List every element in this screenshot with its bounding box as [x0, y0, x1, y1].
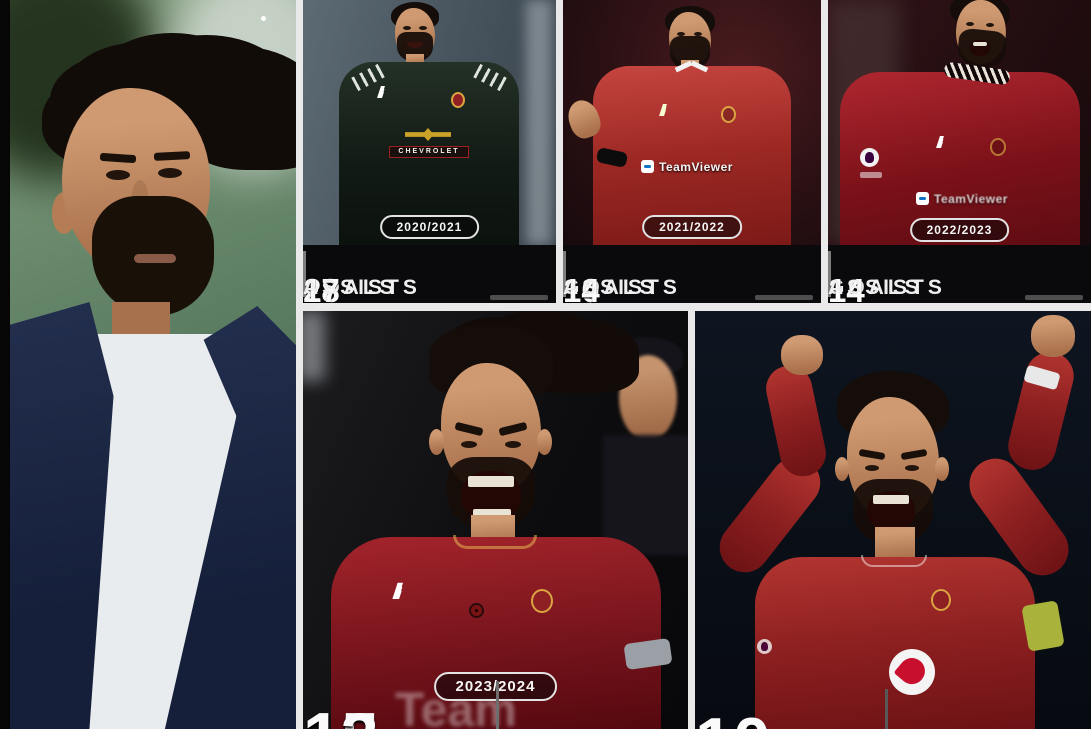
left-fist	[781, 335, 823, 375]
player-right-eye	[694, 32, 702, 36]
player-smile	[407, 42, 423, 48]
season-badge: 2020/2021	[379, 215, 480, 239]
sponsor-logo-icon	[641, 160, 654, 173]
player-lower-teeth	[473, 509, 511, 517]
divider-left	[296, 0, 303, 729]
player-left-ear	[429, 429, 444, 455]
player-photo-2022-2023: TeamViewer 2022/2023	[828, 0, 1091, 245]
player-right-ear	[935, 457, 949, 481]
player-right-eye	[419, 26, 427, 30]
goals-value: 28	[303, 272, 340, 303]
season-panel-2022-2023: TeamViewer 2022/2023 14 GOALS 14 ASSISTS	[828, 0, 1091, 303]
season-panel-latest: 10	[695, 311, 1091, 729]
light-speck	[261, 16, 266, 21]
sponsor-wordmark: CHEVROLET	[389, 146, 469, 158]
club-crest-icon	[531, 589, 553, 613]
goals-value: 14	[828, 272, 865, 303]
right-fist	[1031, 315, 1075, 357]
player-right-ear	[537, 429, 552, 455]
divider-bottom	[688, 311, 695, 729]
player-left-ear	[835, 457, 849, 481]
stats-bar-2021-2022: 10 GOALS 14 ASSISTS	[563, 245, 821, 303]
goals-label: GOALS	[563, 276, 658, 299]
assists-label: ASSISTS	[563, 276, 681, 299]
goals-value: 15	[303, 703, 379, 729]
manager-portrait	[0, 0, 299, 729]
watermark	[490, 295, 548, 300]
stats-divider	[563, 251, 566, 297]
season-panel-2020-2021: CHEVROLET 2020/2021 28 GOALS 17 ASSISTS	[303, 0, 556, 303]
player-photo-2020-2021: CHEVROLET 2020/2021	[303, 0, 556, 245]
sleeve-text-blur	[860, 172, 882, 178]
fan-face	[619, 355, 677, 441]
assists-label: ASSISTS	[303, 276, 421, 299]
season-panel-2021-2022: TeamViewer 2021/2022 10 GOALS 14 ASSISTS	[563, 0, 821, 303]
player-upper-teeth	[468, 476, 514, 487]
floodlight-glow	[303, 311, 325, 381]
goals-value: 10	[695, 708, 771, 729]
home-jersey	[755, 557, 1035, 729]
player-upper-teeth	[873, 495, 909, 504]
stats-divider	[495, 681, 499, 729]
sponsor-wordmark: TeamViewer	[659, 160, 733, 174]
premier-league-badge-icon	[860, 148, 879, 167]
player-photo-latest: 10	[695, 311, 1091, 729]
stats-bar-2020-2021: 28 GOALS 17 ASSISTS	[303, 245, 556, 303]
goals-label: GOALS	[303, 276, 398, 299]
home-jersey	[840, 72, 1080, 245]
goals-value: 10	[563, 272, 600, 303]
player-photo-2021-2022: TeamViewer 2021/2022	[563, 0, 821, 245]
goals-label: GOALS	[828, 276, 923, 299]
sponsor-logo-icon	[916, 192, 929, 205]
player-right-eye	[905, 465, 919, 471]
poppy-badge-icon	[469, 603, 484, 618]
stats-divider	[828, 251, 831, 297]
assists-label: ASSISTS	[828, 276, 946, 299]
season-panel-2023-2024: Team 2023/2024 15 13	[303, 311, 688, 729]
player-left-eye	[966, 22, 974, 26]
sleeve-badge-icon	[757, 639, 772, 654]
gold-collar-trim	[453, 535, 537, 549]
captain-armband	[623, 637, 673, 671]
player-right-eye	[986, 23, 994, 27]
manager-lips	[134, 254, 176, 263]
player-left-eye	[461, 441, 477, 448]
watermark	[755, 295, 813, 300]
season-badge: 2022/2023	[909, 218, 1010, 242]
stats-divider	[303, 251, 306, 297]
sponsor-wordmark: TeamViewer	[934, 192, 1008, 206]
manager-right-eye	[158, 168, 182, 178]
divider-top-1	[556, 0, 563, 303]
club-crest-icon	[721, 106, 736, 123]
collar-trim	[861, 555, 927, 567]
watermark	[1025, 295, 1083, 300]
captain-armband-yellow	[1021, 600, 1065, 652]
divider-rows	[296, 303, 1091, 311]
season-badge: 2021/2022	[642, 215, 742, 239]
assists-value: 14	[563, 272, 600, 303]
stats-divider	[885, 689, 889, 729]
stats-bar-2022-2023: 14 GOALS 14 ASSISTS	[828, 245, 1091, 303]
club-crest-icon	[451, 92, 465, 108]
assists-value: 13	[303, 703, 379, 729]
assists-value: 14	[828, 272, 865, 303]
assists-value: 17	[303, 272, 340, 303]
fan-jacket	[603, 435, 688, 555]
divider-top-2	[821, 0, 828, 303]
snapdragon-logo-icon	[889, 649, 935, 695]
raised-right-forearm	[1003, 346, 1079, 476]
player-teeth	[973, 42, 987, 46]
photo-left-edge	[0, 0, 10, 729]
raised-left-forearm	[761, 361, 831, 481]
club-crest-icon	[990, 138, 1006, 156]
background-light-band	[526, 0, 552, 245]
player-left-eye	[865, 465, 879, 471]
club-crest-icon	[931, 589, 951, 611]
player-left-eye	[403, 26, 411, 30]
player-right-eye	[505, 441, 521, 448]
player-photo-2023-2024: Team 2023/2024 15 13	[303, 311, 688, 729]
player-left-eye	[677, 32, 685, 36]
manager-left-eye	[106, 170, 130, 180]
